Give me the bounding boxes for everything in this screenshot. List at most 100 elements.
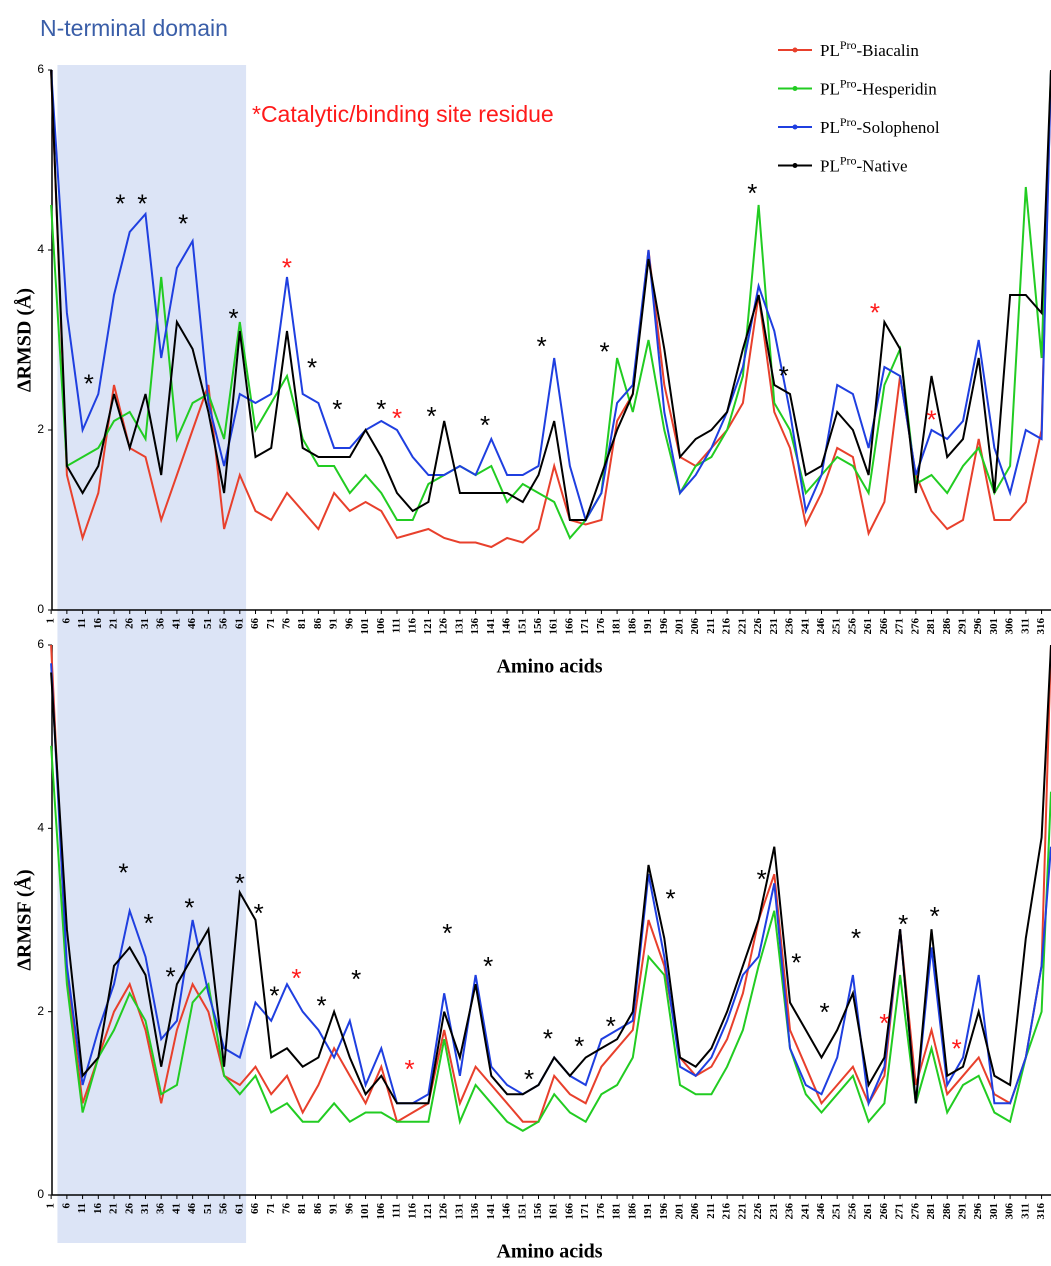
y-tick-label: 0 <box>37 1187 44 1201</box>
site-marker: * <box>376 394 386 424</box>
highlight-region <box>57 65 247 645</box>
site-marker: * <box>228 303 238 333</box>
x-tick-label: 111 <box>391 1203 403 1218</box>
x-tick-label: 91 <box>328 618 340 629</box>
x-tick-label: 106 <box>375 1203 387 1220</box>
site-marker: * <box>930 901 940 931</box>
x-tick-label: 166 <box>563 618 575 635</box>
site-marker: * <box>879 1008 889 1038</box>
x-tick-label: 236 <box>784 1203 796 1220</box>
x-tick-label: 126 <box>438 1203 450 1220</box>
site-marker: * <box>269 981 279 1011</box>
site-marker: * <box>118 858 128 888</box>
x-tick-label: 126 <box>438 618 450 635</box>
x-axis-label: Amino acids <box>496 656 602 678</box>
x-tick-label: 151 <box>516 618 528 635</box>
x-tick-label: 1 <box>45 1203 57 1209</box>
x-tick-label: 116 <box>406 1203 418 1219</box>
x-tick-label: 6 <box>60 618 72 624</box>
site-marker: * <box>779 361 789 391</box>
x-tick-label: 21 <box>108 1203 120 1214</box>
x-tick-label: 226 <box>752 1203 764 1220</box>
x-tick-label: 116 <box>406 618 418 634</box>
x-tick-label: 91 <box>328 1203 340 1214</box>
x-tick-label: 316 <box>1035 618 1047 635</box>
x-tick-label: 246 <box>815 618 827 635</box>
site-marker: * <box>926 405 936 435</box>
site-marker: * <box>307 352 317 382</box>
site-marker: * <box>235 868 245 898</box>
legend-label: PLPro-Biacalin <box>820 38 919 60</box>
x-tick-label: 56 <box>218 1203 230 1215</box>
x-tick-label: 26 <box>123 1203 135 1215</box>
x-tick-label: 251 <box>831 618 843 635</box>
x-tick-label: 61 <box>233 618 245 629</box>
x-tick-label: 251 <box>831 1203 843 1220</box>
x-tick-label: 21 <box>108 618 120 629</box>
x-tick-label: 221 <box>736 1203 748 1220</box>
x-tick-label: 61 <box>233 1203 245 1214</box>
x-tick-label: 86 <box>312 618 324 630</box>
x-tick-label: 256 <box>846 618 858 635</box>
series-line <box>50 644 1051 1105</box>
site-marker: * <box>351 964 361 994</box>
legend-dot <box>792 47 798 53</box>
x-tick-label: 261 <box>862 618 874 635</box>
site-marker: * <box>332 394 342 424</box>
x-tick-label: 216 <box>721 1203 733 1220</box>
series-line <box>50 69 1051 549</box>
x-tick-label: 176 <box>595 618 607 635</box>
x-tick-label: 186 <box>626 1203 638 1220</box>
x-tick-label: 46 <box>186 618 198 630</box>
x-tick-label: 146 <box>501 618 513 635</box>
x-tick-label: 156 <box>532 618 544 635</box>
y-tick-label: 4 <box>37 242 44 256</box>
x-tick-label: 226 <box>752 618 764 635</box>
site-marker: * <box>115 189 125 219</box>
legend-dot <box>792 163 798 168</box>
highlight-region <box>57 645 247 1243</box>
site-marker: * <box>480 410 490 440</box>
x-axis-label: Amino acids <box>496 1241 602 1263</box>
x-tick-label: 161 <box>548 618 560 635</box>
site-marker: * <box>747 178 757 208</box>
x-tick-label: 236 <box>784 618 796 635</box>
x-tick-label: 211 <box>705 1203 717 1219</box>
series-line <box>50 745 1051 1132</box>
y-tick-label: 6 <box>37 637 44 651</box>
site-marker: * <box>442 918 452 948</box>
site-marker: * <box>166 961 176 991</box>
site-marker: * <box>599 336 609 366</box>
x-tick-label: 131 <box>453 618 465 635</box>
site-marker: * <box>537 331 547 361</box>
x-tick-label: 36 <box>155 1203 167 1215</box>
x-tick-label: 281 <box>925 618 937 635</box>
x-tick-label: 16 <box>92 1203 104 1215</box>
x-tick-label: 311 <box>1019 618 1031 634</box>
x-tick-label: 306 <box>1004 618 1016 635</box>
site-marker: * <box>870 298 880 328</box>
x-tick-label: 96 <box>343 618 355 630</box>
x-tick-label: 146 <box>501 1203 513 1220</box>
y-tick-label: 6 <box>37 62 44 76</box>
x-tick-label: 311 <box>1019 1203 1031 1219</box>
site-marker: * <box>144 908 154 938</box>
x-tick-label: 281 <box>925 1203 937 1220</box>
site-marker: * <box>952 1034 962 1064</box>
x-tick-label: 41 <box>170 618 182 629</box>
site-marker: * <box>178 208 188 238</box>
x-tick-label: 261 <box>862 1203 874 1220</box>
site-marker: * <box>137 189 147 219</box>
x-tick-label: 26 <box>123 618 135 630</box>
x-tick-label: 286 <box>941 1203 953 1220</box>
x-tick-label: 111 <box>391 618 403 633</box>
x-tick-label: 131 <box>453 1203 465 1220</box>
x-tick-label: 271 <box>894 618 906 635</box>
x-tick-label: 316 <box>1035 1203 1047 1220</box>
x-tick-label: 141 <box>485 1203 497 1220</box>
x-tick-label: 206 <box>689 618 701 635</box>
x-tick-label: 6 <box>60 1203 72 1209</box>
x-tick-label: 156 <box>532 1203 544 1220</box>
x-tick-label: 36 <box>155 618 167 630</box>
x-tick-label: 206 <box>689 1203 701 1220</box>
